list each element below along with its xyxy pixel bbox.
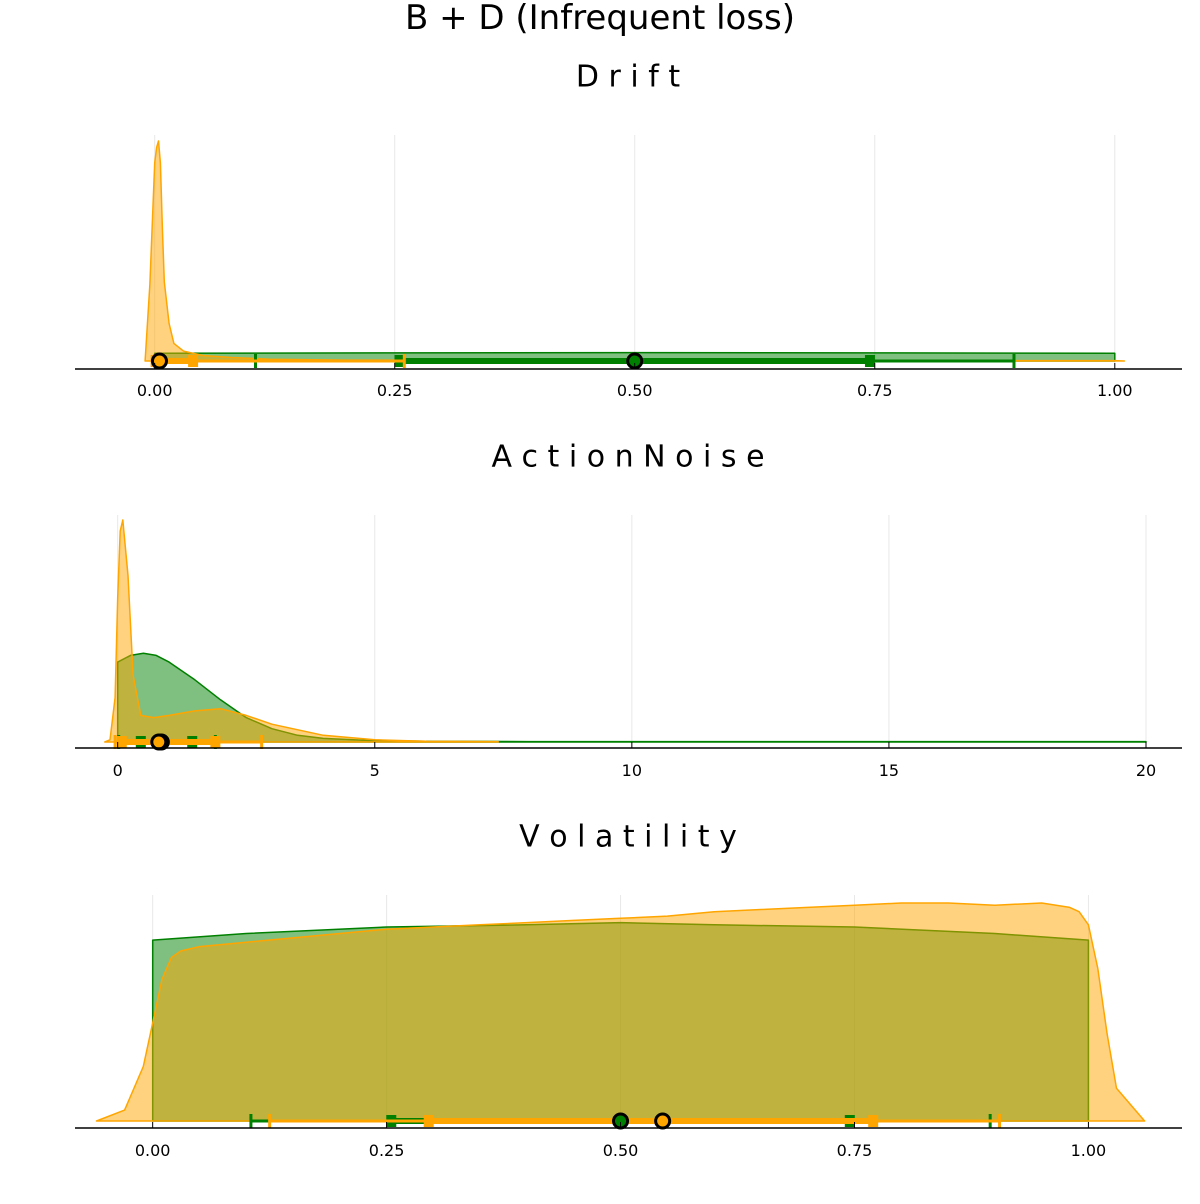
tick-label-3-2: 0.25 [369, 1141, 405, 1160]
posterior-inner-cap-1-2 [188, 355, 199, 367]
figure-title: B + D (Infrequent loss) [404, 0, 796, 38]
posterior-inner-cap-3-2 [868, 1115, 879, 1127]
tick-label-3-1: 0.00 [135, 1141, 171, 1160]
tick-label-2-4: 15 [879, 761, 899, 780]
tick-label-1-5: 1.00 [1097, 381, 1133, 400]
tick-label-1-4: 0.75 [857, 381, 893, 400]
panel-1: D r i f t 0.00 0.25 0.50 0.75 1.00 [75, 60, 1182, 400]
tick-label-2-5: 20 [1136, 761, 1156, 780]
panel-2-title: A c t i o n N o i s e [491, 440, 764, 475]
tick-label-2-1: 0 [113, 761, 123, 780]
tick-label-1-3: 0.50 [617, 381, 653, 400]
panel-1-title: D r i f t [576, 60, 680, 95]
panel-3-title: V o l a t i l i t y [519, 820, 737, 855]
posterior-density-3 [95, 902, 1146, 1122]
posterior-point-1 [150, 352, 168, 370]
posterior-density-2 [104, 519, 499, 743]
posterior-inner-cap-2-2 [210, 736, 221, 748]
posterior-point-3 [654, 1112, 672, 1130]
tick-label-3-5: 1.00 [1071, 1141, 1107, 1160]
posterior-inner-cap-2-1 [116, 736, 127, 748]
prior-inner-cap-1-2 [864, 355, 875, 367]
posterior-inner-cap-3-1 [423, 1115, 434, 1127]
panel-2: A c t i o n N o i s e 0 5 10 15 20 [75, 440, 1182, 780]
tick-label-3-4: 0.75 [837, 1141, 873, 1160]
tick-label-2-3: 10 [622, 761, 642, 780]
tick-label-3-3: 0.50 [603, 1141, 639, 1160]
tick-label-1-1: 0.00 [137, 381, 173, 400]
tick-label-2-2: 5 [370, 761, 380, 780]
tick-label-1-2: 0.25 [377, 381, 413, 400]
panel-3: V o l a t i l i t y 0.00 0.25 0.50 0.75 1.00 [75, 820, 1182, 1160]
posterior-point-2 [150, 733, 168, 751]
